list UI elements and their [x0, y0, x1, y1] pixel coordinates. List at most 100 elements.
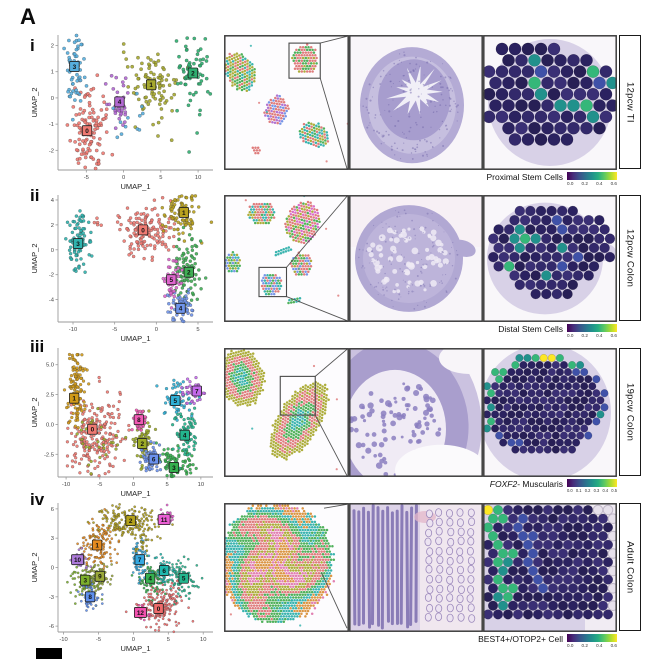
- svg-text:2: 2: [51, 223, 54, 229]
- svg-text:-3: -3: [49, 595, 54, 601]
- svg-text:2: 2: [51, 43, 54, 49]
- stage-label-box: 12pcw Colon: [619, 195, 641, 321]
- spatial-clusters-panel-ii: [224, 195, 349, 322]
- feature-label: FOXF2- Muscularis: [489, 478, 563, 489]
- svg-text:-5: -5: [112, 327, 117, 333]
- svg-text:4: 4: [183, 433, 187, 440]
- feature-label: Proximal Stem Cells: [486, 171, 563, 182]
- svg-text:6: 6: [51, 507, 54, 513]
- svg-text:4: 4: [118, 99, 122, 106]
- svg-text:-2: -2: [49, 148, 54, 154]
- svg-text:-4: -4: [49, 298, 55, 304]
- svg-text:UMAP_2: UMAP_2: [30, 243, 39, 273]
- feature-spot-panel-iv: [483, 503, 617, 632]
- colorbar-ticks: 0.0 0.2 0.4 0.6: [567, 333, 617, 338]
- stage-label-box: Adult Colon: [619, 503, 641, 631]
- svg-text:2: 2: [191, 70, 195, 77]
- svg-text:UMAP_2: UMAP_2: [30, 87, 39, 117]
- feature-spot-panel-ii: [483, 195, 617, 322]
- svg-text:5: 5: [159, 175, 162, 181]
- viridis-colorbar: [567, 634, 617, 642]
- viridis-colorbar: [567, 479, 617, 487]
- svg-text:5: 5: [173, 398, 177, 405]
- svg-text:5: 5: [170, 277, 174, 284]
- svg-text:5: 5: [167, 637, 170, 643]
- umap-plot-ii: -10 -5 0 5 -4 -2 0 2 4 UMAP_1 UMAP_2 0 1 2 3 4 5: [30, 194, 214, 343]
- umap-points: [62, 33, 213, 171]
- spatial-clusters-panel-iv: [224, 503, 349, 632]
- svg-text:-10: -10: [59, 637, 67, 643]
- svg-text:3: 3: [172, 465, 176, 472]
- svg-text:0.0: 0.0: [46, 422, 54, 428]
- svg-text:-2: -2: [49, 273, 54, 279]
- viridis-colorbar: [567, 172, 617, 180]
- feature-spot-panel-iii: [483, 348, 617, 477]
- svg-text:3: 3: [73, 64, 77, 71]
- cluster-label-chips: 0 1 2 3 4 5 6 7 8: [69, 385, 202, 473]
- figure-row-ii: ii -10 -5 0 5 -4 -2 0 2 4 UMAP_1 UMAP_2 0 1 2 3 4 5 12pc…: [0, 183, 646, 351]
- svg-text:0: 0: [132, 637, 135, 643]
- umap-plot-iii: -10 -5 0 5 10 -2.5 0.0 2.5 5.0 UMAP_1 UMAP_2 0 1 2 3 4 5…: [30, 348, 213, 498]
- row-index-label: iii: [30, 337, 45, 356]
- svg-text:0: 0: [51, 566, 54, 572]
- svg-text:UMAP_1: UMAP_1: [120, 334, 150, 343]
- svg-text:1: 1: [149, 82, 153, 89]
- svg-text:4: 4: [179, 306, 183, 313]
- svg-text:8: 8: [137, 417, 141, 424]
- svg-text:0: 0: [132, 482, 135, 488]
- svg-text:2: 2: [187, 270, 191, 277]
- svg-text:UMAP_2: UMAP_2: [30, 397, 39, 427]
- stage-label: 12pcw TI: [624, 81, 636, 123]
- svg-text:-5: -5: [96, 637, 101, 643]
- svg-text:0: 0: [51, 248, 54, 254]
- svg-text:1: 1: [182, 210, 186, 217]
- svg-text:3: 3: [51, 536, 54, 542]
- cluster-label-chips: 0 1 2 3 4 5: [72, 207, 194, 314]
- svg-text:UMAP_1: UMAP_1: [120, 182, 150, 191]
- feature-label: BEST4+/OTOP2+ Cell: [478, 633, 563, 644]
- colorbar-ticks: 0.0 0.2 0.4 0.6: [567, 643, 617, 648]
- panel-letter: A: [20, 4, 36, 29]
- colorbar-row: BEST4+/OTOP2+ Cell 0.0 0.2 0.4 0.6: [478, 634, 617, 648]
- svg-text:-10: -10: [62, 482, 70, 488]
- histology-panel-ii: [349, 195, 483, 322]
- svg-text:UMAP_1: UMAP_1: [120, 489, 150, 498]
- umap-axes: -10 -5 0 5 -4 -2 0 2 4 UMAP_1 UMAP_2: [30, 195, 213, 343]
- row-index-label: ii: [30, 186, 40, 205]
- colorbar-row: Proximal Stem Cells 0.0 0.2 0.4 0.6: [486, 172, 617, 186]
- figure-row-i: i -5 0 5 10 -2 -1 0 1 2 UMAP_1 UMAP_2 0 1 2 3 4 12pcw T…: [0, 23, 646, 195]
- svg-text:0: 0: [91, 427, 95, 434]
- cluster-label-chips: 0 1 2 3 4: [69, 61, 199, 137]
- svg-text:0: 0: [122, 175, 125, 181]
- colorbar-row: Distal Stem Cells 0.0 0.2 0.4 0.6: [498, 324, 617, 338]
- svg-text:-5: -5: [84, 175, 89, 181]
- svg-text:2: 2: [140, 441, 144, 448]
- histology-panel-iii: [349, 348, 483, 477]
- feature-spot-panel-i: [483, 35, 617, 170]
- svg-text:6: 6: [152, 456, 156, 463]
- svg-text:-2.5: -2.5: [44, 452, 54, 458]
- histology-panel-i: [349, 35, 483, 170]
- feature-label: Distal Stem Cells: [498, 323, 563, 334]
- row-index-label: i: [30, 36, 35, 55]
- histology-panel-iv: [349, 503, 483, 632]
- spatial-clusters-panel-iii: [224, 348, 349, 477]
- stage-label: Adult Colon: [624, 540, 636, 594]
- svg-text:7: 7: [195, 388, 199, 395]
- svg-text:0: 0: [155, 327, 158, 333]
- row-index-label: iv: [30, 490, 45, 509]
- svg-text:5: 5: [166, 482, 169, 488]
- svg-text:-5: -5: [97, 482, 102, 488]
- viridis-colorbar: [567, 324, 617, 332]
- stage-label-box: 19pcw Colon: [619, 348, 641, 476]
- umap-plot-i: -5 0 5 10 -2 -1 0 1 2 UMAP_1 UMAP_2 0 1 2 3 4: [30, 33, 213, 191]
- svg-text:10: 10: [195, 175, 201, 181]
- svg-text:2.5: 2.5: [46, 393, 54, 399]
- svg-text:0: 0: [141, 227, 145, 234]
- umap-axes: -10 -5 0 5 10 -6 -3 0 3 6 UMAP_1 UMAP_2: [30, 503, 213, 653]
- svg-text:-1: -1: [49, 122, 54, 128]
